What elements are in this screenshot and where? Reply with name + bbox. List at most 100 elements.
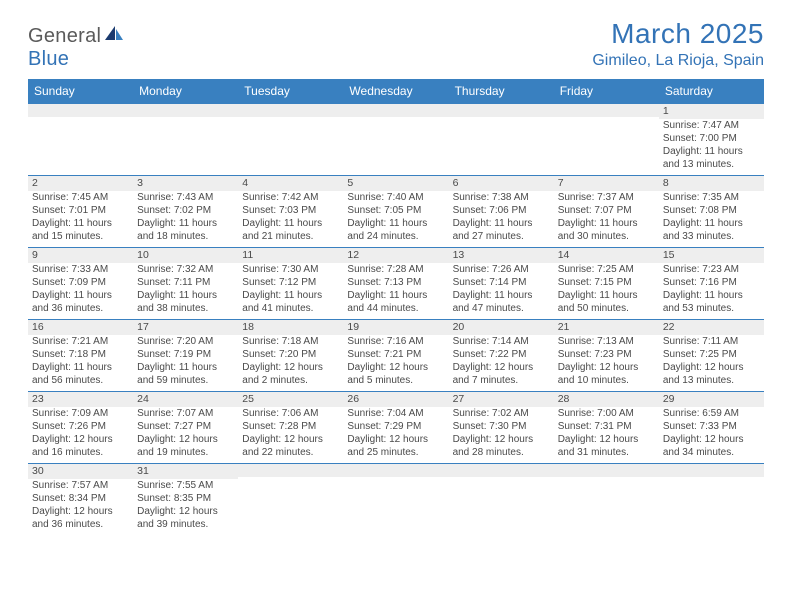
daylight-text: Daylight: 11 hours and 18 minutes. xyxy=(137,218,234,244)
calendar-day: 25Sunrise: 7:06 AMSunset: 7:28 PMDayligh… xyxy=(238,392,343,464)
calendar-day: 27Sunrise: 7:02 AMSunset: 7:30 PMDayligh… xyxy=(449,392,554,464)
weekday-header: Thursday xyxy=(449,79,554,104)
sunrise-text: Sunrise: 7:25 AM xyxy=(558,264,655,277)
sunrise-text: Sunrise: 7:11 AM xyxy=(663,336,760,349)
sunrise-text: Sunrise: 7:28 AM xyxy=(347,264,444,277)
day-details: Sunrise: 7:28 AMSunset: 7:13 PMDaylight:… xyxy=(343,263,448,317)
day-details: Sunrise: 7:09 AMSunset: 7:26 PMDaylight:… xyxy=(28,407,133,461)
sunset-text: Sunset: 7:00 PM xyxy=(663,133,760,146)
calendar-day-empty xyxy=(238,464,343,534)
sunset-text: Sunset: 7:16 PM xyxy=(663,277,760,290)
day-details: Sunrise: 7:26 AMSunset: 7:14 PMDaylight:… xyxy=(449,263,554,317)
calendar-week: 2Sunrise: 7:45 AMSunset: 7:01 PMDaylight… xyxy=(28,176,764,248)
sunset-text: Sunset: 7:25 PM xyxy=(663,349,760,362)
weekday-header: Tuesday xyxy=(238,79,343,104)
month-title: March 2025 xyxy=(592,18,764,50)
day-number: 31 xyxy=(133,464,238,479)
daylight-text: Daylight: 12 hours and 34 minutes. xyxy=(663,434,760,460)
sunset-text: Sunset: 8:34 PM xyxy=(32,493,129,506)
calendar-day-empty xyxy=(238,104,343,176)
day-details: Sunrise: 7:43 AMSunset: 7:02 PMDaylight:… xyxy=(133,191,238,245)
calendar-day: 6Sunrise: 7:38 AMSunset: 7:06 PMDaylight… xyxy=(449,176,554,248)
daylight-text: Daylight: 11 hours and 44 minutes. xyxy=(347,290,444,316)
sunset-text: Sunset: 7:22 PM xyxy=(453,349,550,362)
day-details: Sunrise: 7:30 AMSunset: 7:12 PMDaylight:… xyxy=(238,263,343,317)
day-details: Sunrise: 7:06 AMSunset: 7:28 PMDaylight:… xyxy=(238,407,343,461)
calendar-day-empty xyxy=(659,464,764,534)
day-number: 26 xyxy=(343,392,448,407)
calendar-day: 31Sunrise: 7:55 AMSunset: 8:35 PMDayligh… xyxy=(133,464,238,534)
day-details: Sunrise: 7:14 AMSunset: 7:22 PMDaylight:… xyxy=(449,335,554,389)
calendar-day: 30Sunrise: 7:57 AMSunset: 8:34 PMDayligh… xyxy=(28,464,133,534)
daylight-text: Daylight: 11 hours and 53 minutes. xyxy=(663,290,760,316)
sunrise-text: Sunrise: 7:09 AM xyxy=(32,408,129,421)
daylight-text: Daylight: 12 hours and 13 minutes. xyxy=(663,362,760,388)
sunrise-text: Sunrise: 7:57 AM xyxy=(32,480,129,493)
daylight-text: Daylight: 11 hours and 41 minutes. xyxy=(242,290,339,316)
calendar-day: 23Sunrise: 7:09 AMSunset: 7:26 PMDayligh… xyxy=(28,392,133,464)
day-number: 9 xyxy=(28,248,133,263)
calendar-day-empty xyxy=(554,104,659,176)
day-number: 10 xyxy=(133,248,238,263)
calendar-week: 16Sunrise: 7:21 AMSunset: 7:18 PMDayligh… xyxy=(28,320,764,392)
sunrise-text: Sunrise: 7:14 AM xyxy=(453,336,550,349)
day-details: Sunrise: 7:16 AMSunset: 7:21 PMDaylight:… xyxy=(343,335,448,389)
sunset-text: Sunset: 7:08 PM xyxy=(663,205,760,218)
daylight-text: Daylight: 11 hours and 38 minutes. xyxy=(137,290,234,316)
daylight-text: Daylight: 12 hours and 36 minutes. xyxy=(32,506,129,532)
title-block: March 2025 Gimileo, La Rioja, Spain xyxy=(592,18,764,70)
sunset-text: Sunset: 7:29 PM xyxy=(347,421,444,434)
sunrise-text: Sunrise: 7:40 AM xyxy=(347,192,444,205)
calendar-day: 8Sunrise: 7:35 AMSunset: 7:08 PMDaylight… xyxy=(659,176,764,248)
day-details: Sunrise: 7:37 AMSunset: 7:07 PMDaylight:… xyxy=(554,191,659,245)
day-number: 24 xyxy=(133,392,238,407)
location-text: Gimileo, La Rioja, Spain xyxy=(592,52,764,70)
calendar-day: 18Sunrise: 7:18 AMSunset: 7:20 PMDayligh… xyxy=(238,320,343,392)
sunrise-text: Sunrise: 7:47 AM xyxy=(663,120,760,133)
day-details: Sunrise: 7:25 AMSunset: 7:15 PMDaylight:… xyxy=(554,263,659,317)
day-number xyxy=(659,464,764,477)
calendar-page: GeneralBlue March 2025 Gimileo, La Rioja… xyxy=(0,0,792,544)
day-details: Sunrise: 7:32 AMSunset: 7:11 PMDaylight:… xyxy=(133,263,238,317)
day-details: Sunrise: 7:04 AMSunset: 7:29 PMDaylight:… xyxy=(343,407,448,461)
sunrise-text: Sunrise: 7:07 AM xyxy=(137,408,234,421)
day-number: 12 xyxy=(343,248,448,263)
day-number: 15 xyxy=(659,248,764,263)
weekday-header: Saturday xyxy=(659,79,764,104)
sunset-text: Sunset: 7:03 PM xyxy=(242,205,339,218)
daylight-text: Daylight: 11 hours and 36 minutes. xyxy=(32,290,129,316)
calendar-table: SundayMondayTuesdayWednesdayThursdayFrid… xyxy=(28,79,764,534)
day-number: 7 xyxy=(554,176,659,191)
calendar-day: 1Sunrise: 7:47 AMSunset: 7:00 PMDaylight… xyxy=(659,104,764,176)
day-details: Sunrise: 7:02 AMSunset: 7:30 PMDaylight:… xyxy=(449,407,554,461)
day-number: 29 xyxy=(659,392,764,407)
weekday-header: Friday xyxy=(554,79,659,104)
day-number xyxy=(238,464,343,477)
day-details: Sunrise: 7:21 AMSunset: 7:18 PMDaylight:… xyxy=(28,335,133,389)
calendar-day: 14Sunrise: 7:25 AMSunset: 7:15 PMDayligh… xyxy=(554,248,659,320)
brand-text: GeneralBlue xyxy=(28,24,125,71)
sunset-text: Sunset: 7:07 PM xyxy=(558,205,655,218)
sunset-text: Sunset: 7:20 PM xyxy=(242,349,339,362)
day-number xyxy=(238,104,343,117)
sunrise-text: Sunrise: 7:30 AM xyxy=(242,264,339,277)
calendar-day: 5Sunrise: 7:40 AMSunset: 7:05 PMDaylight… xyxy=(343,176,448,248)
daylight-text: Daylight: 11 hours and 59 minutes. xyxy=(137,362,234,388)
weekday-header: Wednesday xyxy=(343,79,448,104)
daylight-text: Daylight: 12 hours and 16 minutes. xyxy=(32,434,129,460)
day-details: Sunrise: 7:40 AMSunset: 7:05 PMDaylight:… xyxy=(343,191,448,245)
day-details: Sunrise: 7:35 AMSunset: 7:08 PMDaylight:… xyxy=(659,191,764,245)
day-number xyxy=(554,104,659,117)
day-details: Sunrise: 7:42 AMSunset: 7:03 PMDaylight:… xyxy=(238,191,343,245)
calendar-day: 28Sunrise: 7:00 AMSunset: 7:31 PMDayligh… xyxy=(554,392,659,464)
day-number: 28 xyxy=(554,392,659,407)
calendar-day-empty xyxy=(133,104,238,176)
day-details: Sunrise: 7:20 AMSunset: 7:19 PMDaylight:… xyxy=(133,335,238,389)
sunrise-text: Sunrise: 7:16 AM xyxy=(347,336,444,349)
day-number: 23 xyxy=(28,392,133,407)
brand-part1: General xyxy=(28,25,101,47)
day-number xyxy=(343,104,448,117)
calendar-day-empty xyxy=(343,104,448,176)
sunrise-text: Sunrise: 7:06 AM xyxy=(242,408,339,421)
sunrise-text: Sunrise: 7:43 AM xyxy=(137,192,234,205)
